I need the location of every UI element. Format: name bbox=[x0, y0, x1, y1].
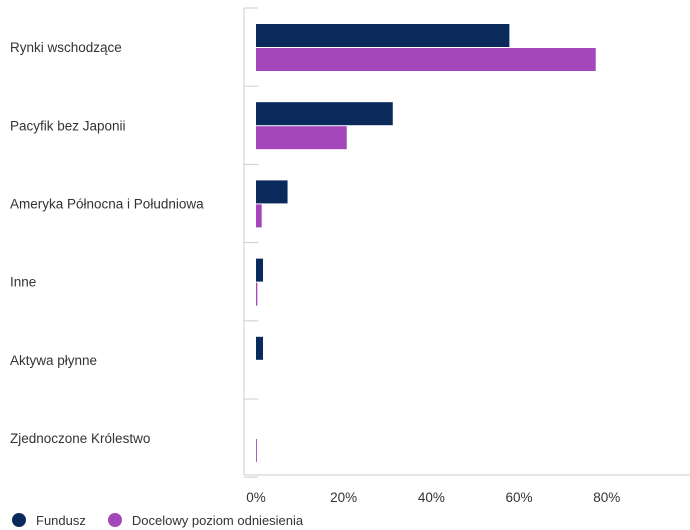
category-label-pacyfik-bez-japonii: Pacyfik bez Japonii bbox=[10, 118, 126, 133]
bar-fundusz-pacyfik-bez-japonii bbox=[256, 102, 393, 126]
legend-label-fundusz: Fundusz bbox=[36, 512, 86, 528]
category-label-zjednoczone-krolestwo: Zjednoczone Królestwo bbox=[10, 431, 150, 446]
x-tick-label: 0% bbox=[246, 490, 266, 505]
bar-docelowy-poziom-odniesienia-pacyfik-bez-japonii bbox=[256, 126, 347, 150]
bar-fundusz-rynki-wschodzace bbox=[256, 24, 510, 47]
bar-docelowy-poziom-odniesienia-inne bbox=[256, 282, 258, 306]
legend-item-benchmark[interactable]: Docelowy poziom odniesienia bbox=[107, 512, 304, 528]
x-tick-label: 60% bbox=[506, 490, 533, 505]
chart-legend: Fundusz Docelowy poziom odniesienia bbox=[12, 510, 325, 530]
legend-swatch-benchmark bbox=[107, 513, 122, 527]
legend-item-fundusz[interactable]: Fundusz bbox=[12, 513, 86, 528]
bar-docelowy-poziom-odniesienia-rynki-wschodzace bbox=[256, 48, 596, 71]
bar-fundusz-ameryka-polnocna-i-poludniowa bbox=[256, 180, 288, 204]
bar-docelowy-poziom-odniesienia-zjednoczone-krolestwo bbox=[256, 439, 257, 462]
bar-chart: Rynki wschodzące Pacyfik bez Japonii Amery… bbox=[10, 7, 690, 505]
x-tick-label: 20% bbox=[330, 490, 357, 505]
x-tick-label: 40% bbox=[418, 490, 445, 505]
legend-label-benchmark: Docelowy poziom odniesienia bbox=[131, 512, 304, 528]
category-label-inne: Inne bbox=[10, 275, 36, 290]
legend-swatch-fundusz bbox=[12, 513, 26, 527]
bar-fundusz-inne bbox=[256, 258, 264, 282]
x-tick-label: 80% bbox=[593, 490, 620, 505]
category-label-aktywa-plynne: Aktywa płynne bbox=[10, 353, 97, 368]
category-label-ameryka-polnocna-i-poludniowa: Ameryka Północna i Południowa bbox=[10, 197, 204, 212]
bar-fundusz-aktywa-plynne bbox=[256, 336, 264, 360]
bar-docelowy-poziom-odniesienia-ameryka-polnocna-i-poludniowa bbox=[256, 204, 262, 228]
category-label-rynki-wschodzace: Rynki wschodzące bbox=[10, 40, 122, 55]
